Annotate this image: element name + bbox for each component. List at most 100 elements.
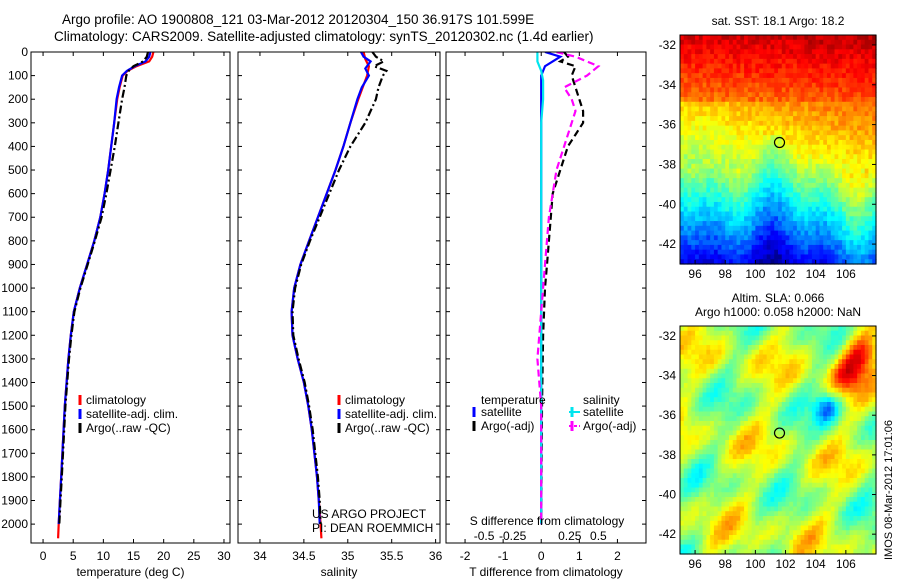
sst-map-cell <box>774 130 779 136</box>
sst-map-cell <box>687 230 692 236</box>
sla-map-cell <box>800 482 805 489</box>
sla-map-cell <box>842 459 847 465</box>
sst-map-cell <box>781 77 787 84</box>
sst-map-cell <box>872 111 877 117</box>
sst-map-cell <box>857 73 862 79</box>
sst-map-cell <box>683 206 689 213</box>
sst-map-cell <box>868 168 873 174</box>
sst-map-cell <box>706 244 711 251</box>
sst-map-cell <box>838 97 843 103</box>
sla-map-cell <box>804 449 809 455</box>
sla-map-cell <box>778 516 783 522</box>
sst-map-cell <box>830 187 836 194</box>
sst-map-cell <box>766 163 772 170</box>
sla-map-cell <box>819 406 824 413</box>
sla-map-cell <box>815 406 821 413</box>
sst-map-cell <box>868 259 873 265</box>
sla-map-cell <box>744 492 749 498</box>
sst-map-cell <box>774 192 779 198</box>
sst-map-cell <box>815 259 821 265</box>
sla-map-cell <box>744 359 749 365</box>
sla-map-cell <box>710 397 715 403</box>
sst-map-cell <box>834 106 839 112</box>
sla-map-cell <box>683 397 689 403</box>
sla-map-cell <box>864 444 870 451</box>
sla-map-cell <box>706 411 711 417</box>
sst-map-cell <box>868 106 873 112</box>
sla-map-cell <box>687 345 692 351</box>
sst-map-cell <box>770 125 775 132</box>
sst-map-cell <box>740 159 745 165</box>
sst-map-cell <box>751 249 756 256</box>
sst-map-cell <box>695 201 700 208</box>
sla-map-cell <box>827 330 832 337</box>
sst-map-cell <box>827 201 832 208</box>
sst-map-cell <box>691 144 696 151</box>
sst-map-cell <box>819 44 824 50</box>
sla-map-cell <box>789 330 794 337</box>
sst-map-cell <box>857 35 862 41</box>
sst-map-cell <box>872 197 877 203</box>
sst-map-cell <box>710 235 715 241</box>
sla-map-cell <box>789 340 794 346</box>
sla-map-cell <box>853 349 858 356</box>
sla-map-cell <box>691 487 696 493</box>
sla-map-cell <box>838 416 843 422</box>
sst-map-cell <box>860 73 866 79</box>
sst-map-cell <box>789 92 794 98</box>
sla-map-cell <box>834 468 839 474</box>
sst-map-cell <box>766 201 772 208</box>
sst-map-cell <box>744 58 749 65</box>
sst-map-cell <box>842 206 847 213</box>
sla-map-cell <box>853 416 858 422</box>
sst-map-cell <box>744 201 749 208</box>
sla-map-cell <box>864 463 870 470</box>
sst-map-cell <box>744 135 749 141</box>
sla-map-cell <box>721 454 726 460</box>
sst-map-cell <box>868 254 873 260</box>
sst-map-cell <box>864 135 870 141</box>
sla-map-cell <box>736 459 741 465</box>
sla-map-cell <box>827 478 832 484</box>
sla-map-cell <box>725 525 730 531</box>
sst-map-cell <box>830 240 836 246</box>
sla-map-cell <box>721 373 726 379</box>
sla-map-cell <box>747 463 753 470</box>
sst-map-cell <box>736 163 741 170</box>
sla-map-cell <box>717 335 723 341</box>
sla-map-cell <box>729 463 734 470</box>
sla-map-cell <box>751 492 756 498</box>
sla-map-cell <box>683 364 689 370</box>
sst-map-cell <box>762 201 768 208</box>
sla-map-cell <box>725 373 730 379</box>
sla-map-cell <box>751 402 756 408</box>
sla-map-cell <box>793 368 798 375</box>
sla-map-cell <box>744 459 749 465</box>
sla-map-cell <box>845 454 851 460</box>
sst-map-cell <box>736 82 741 89</box>
sst-map-cell <box>740 125 745 132</box>
sst-map-cell <box>823 97 828 103</box>
sst-map-cell <box>796 192 802 198</box>
sla-map-cell <box>815 468 821 474</box>
sla-map-cell <box>770 392 775 398</box>
sla-map-cell <box>849 359 854 365</box>
sst-map-cell <box>732 159 738 165</box>
sst-map-cell <box>838 201 843 208</box>
sla-map-cell <box>762 421 768 427</box>
sla-map-cell <box>804 487 809 493</box>
sst-map-cell <box>762 92 768 98</box>
sst-map-cell <box>868 54 873 60</box>
sst-map-cell <box>785 240 790 246</box>
sla-map-cell <box>796 373 802 379</box>
sla-map-cell <box>762 364 768 370</box>
sst-map-cell <box>789 97 794 103</box>
sst-map-cell <box>755 73 760 79</box>
sla-map-cell <box>838 454 843 460</box>
sst-map-cell <box>680 159 685 165</box>
sla-map-cell <box>789 525 794 531</box>
sla-map-cell <box>680 378 685 384</box>
sst-map-cell <box>857 187 862 194</box>
sla-map-cell <box>691 330 696 337</box>
sst-map-cell <box>778 92 783 98</box>
